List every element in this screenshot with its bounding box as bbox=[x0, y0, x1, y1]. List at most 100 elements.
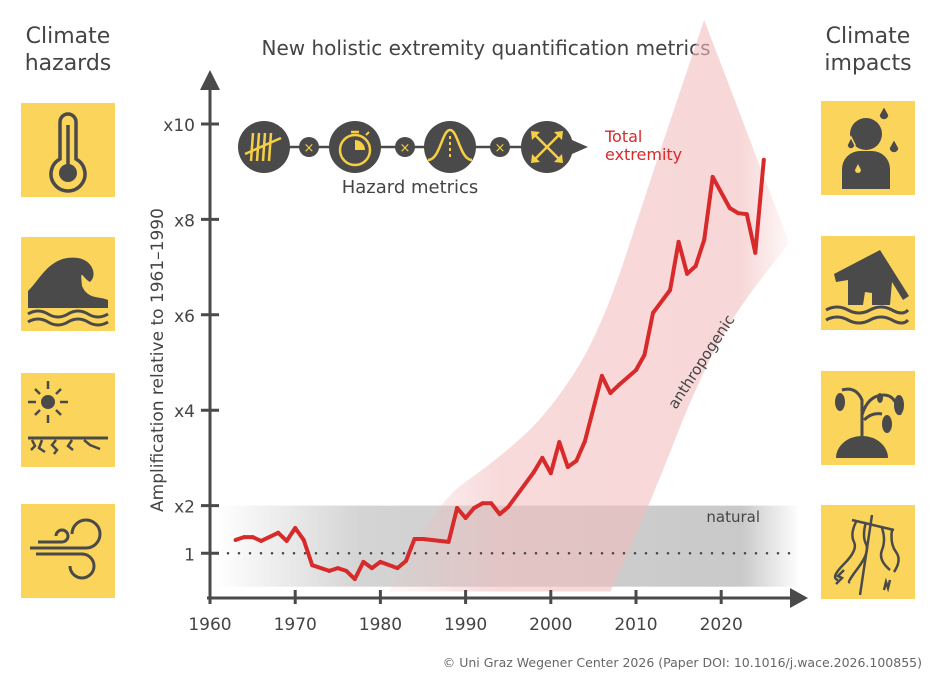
y-tick-label: x4 bbox=[174, 402, 195, 422]
data-point bbox=[548, 471, 553, 476]
data-point bbox=[668, 287, 673, 292]
data-point bbox=[327, 568, 332, 573]
data-point bbox=[693, 264, 698, 269]
data-point bbox=[233, 537, 238, 542]
thermometer-icon bbox=[21, 103, 115, 197]
data-point bbox=[259, 538, 264, 543]
sweating-person-icon bbox=[821, 101, 915, 195]
flooded-house-icon bbox=[821, 236, 915, 330]
data-point bbox=[310, 563, 315, 568]
chart-title: New holistic extremity quantification me… bbox=[261, 36, 710, 60]
y-tick-label: 1 bbox=[184, 545, 195, 565]
data-point bbox=[446, 539, 451, 544]
multiply-operator-2: × bbox=[395, 137, 415, 157]
broken-power-line-icon bbox=[821, 505, 915, 599]
footer-credit: © Uni Graz Wegener Center 2026 (Paper DO… bbox=[443, 655, 922, 670]
data-point bbox=[616, 382, 621, 387]
data-point bbox=[608, 391, 613, 396]
impacts-title-line2: impacts bbox=[824, 51, 911, 76]
svg-text:×: × bbox=[495, 141, 506, 156]
data-point bbox=[727, 205, 732, 210]
extent-arrows-icon bbox=[521, 121, 573, 173]
hazard-metrics-label: Hazard metrics bbox=[342, 177, 479, 198]
duration-stopwatch-icon bbox=[329, 121, 381, 173]
y-axis-arrow-icon bbox=[200, 70, 220, 90]
svg-text:×: × bbox=[400, 141, 411, 156]
y-tick-label: x6 bbox=[174, 307, 195, 327]
multiply-operator-1: × bbox=[299, 137, 319, 157]
data-point bbox=[702, 237, 707, 242]
data-point bbox=[557, 440, 562, 445]
wave-icon bbox=[21, 237, 115, 331]
x-axis bbox=[207, 588, 808, 608]
drought-icon bbox=[21, 373, 115, 467]
wilting-plant-icon bbox=[821, 371, 915, 465]
data-point bbox=[634, 368, 638, 373]
data-point bbox=[395, 566, 400, 571]
data-point bbox=[352, 577, 357, 582]
hazards-title-line1: Climate bbox=[26, 24, 111, 49]
data-point bbox=[599, 373, 604, 378]
x-tick-label: 2000 bbox=[529, 615, 572, 635]
data-point bbox=[463, 516, 468, 521]
data-point bbox=[472, 505, 477, 510]
data-point bbox=[378, 559, 383, 564]
data-point bbox=[412, 536, 417, 541]
hazard-metrics-diagram: × × × Total extremity Hazard metrics bbox=[238, 121, 682, 198]
anthropogenic-band bbox=[388, 20, 790, 592]
data-point bbox=[480, 501, 485, 506]
y-tick-label: x2 bbox=[174, 498, 195, 518]
data-point bbox=[642, 352, 647, 357]
data-point bbox=[676, 239, 681, 244]
y-axis-label: Amplification relative to 1961–1990 bbox=[148, 208, 168, 512]
data-point bbox=[531, 470, 536, 475]
x-tick-label: 1990 bbox=[444, 615, 487, 635]
data-point bbox=[651, 310, 656, 315]
data-point bbox=[574, 458, 579, 463]
frequency-tally-icon bbox=[238, 121, 290, 173]
data-point bbox=[403, 558, 408, 563]
multiply-operator-3: × bbox=[490, 137, 510, 157]
y-tick-label: x10 bbox=[163, 116, 195, 136]
data-point bbox=[540, 455, 545, 460]
data-point bbox=[753, 250, 758, 255]
total-extremity-label-line1: Total bbox=[604, 127, 642, 146]
data-point bbox=[565, 464, 570, 469]
data-point bbox=[276, 530, 281, 535]
data-point bbox=[301, 537, 306, 542]
data-point bbox=[242, 535, 247, 540]
data-point bbox=[685, 271, 690, 276]
total-extremity-line bbox=[234, 159, 766, 582]
data-point bbox=[582, 439, 587, 444]
data-point bbox=[761, 157, 766, 162]
data-point bbox=[344, 568, 349, 573]
x-axis-arrow-icon bbox=[790, 588, 808, 608]
natural-label: natural bbox=[706, 508, 760, 526]
data-point bbox=[744, 212, 749, 217]
data-point bbox=[250, 535, 255, 540]
data-point bbox=[284, 538, 289, 543]
x-tick-label: 2010 bbox=[614, 615, 657, 635]
data-point bbox=[293, 526, 298, 531]
x-tick-label: 1980 bbox=[359, 615, 402, 635]
data-point bbox=[736, 211, 741, 216]
total-extremity-label-line2: extremity bbox=[605, 145, 682, 164]
data-point bbox=[361, 559, 366, 564]
data-point bbox=[710, 174, 715, 179]
x-tick-label: 1960 bbox=[188, 615, 231, 635]
data-point bbox=[455, 505, 460, 510]
impacts-title-line1: Climate bbox=[826, 24, 911, 49]
result-arrow-icon bbox=[572, 140, 588, 154]
y-axis bbox=[200, 70, 220, 604]
wind-icon bbox=[21, 504, 115, 598]
data-point bbox=[497, 512, 502, 517]
intensity-curve-icon bbox=[424, 121, 476, 173]
svg-text:×: × bbox=[304, 141, 315, 156]
x-tick-label: 2020 bbox=[700, 615, 743, 635]
data-point bbox=[506, 505, 511, 510]
data-point bbox=[335, 566, 340, 571]
y-tick-label: x8 bbox=[174, 211, 195, 231]
x-tick-label: 1970 bbox=[274, 615, 317, 635]
data-point bbox=[489, 501, 494, 506]
